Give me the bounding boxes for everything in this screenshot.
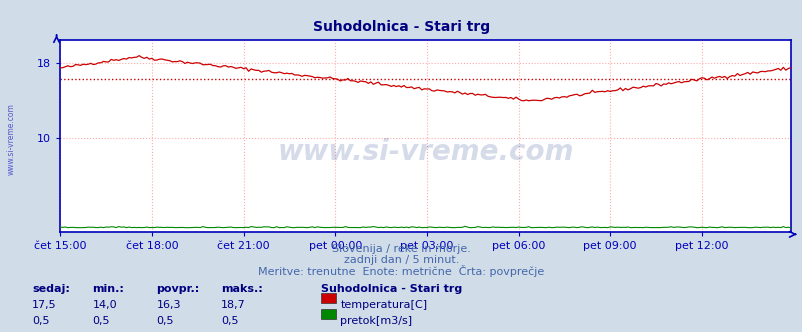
- Text: povpr.:: povpr.:: [156, 284, 200, 294]
- Text: pretok[m3/s]: pretok[m3/s]: [340, 316, 412, 326]
- Text: Suhodolnica - Stari trg: Suhodolnica - Stari trg: [313, 20, 489, 34]
- Text: www.si-vreme.com: www.si-vreme.com: [277, 137, 573, 166]
- Text: 16,3: 16,3: [156, 300, 181, 310]
- Text: www.si-vreme.com: www.si-vreme.com: [6, 104, 15, 175]
- Text: Meritve: trenutne  Enote: metrične  Črta: povprečje: Meritve: trenutne Enote: metrične Črta: …: [258, 265, 544, 277]
- Text: 14,0: 14,0: [92, 300, 117, 310]
- Text: zadnji dan / 5 minut.: zadnji dan / 5 minut.: [343, 255, 459, 265]
- Text: Suhodolnica - Stari trg: Suhodolnica - Stari trg: [321, 284, 462, 294]
- Text: 17,5: 17,5: [32, 300, 57, 310]
- Text: maks.:: maks.:: [221, 284, 262, 294]
- Text: Slovenija / reke in morje.: Slovenija / reke in morje.: [332, 244, 470, 254]
- Text: 18,7: 18,7: [221, 300, 245, 310]
- Text: 0,5: 0,5: [32, 316, 50, 326]
- Text: min.:: min.:: [92, 284, 124, 294]
- Text: sedaj:: sedaj:: [32, 284, 70, 294]
- Text: temperatura[C]: temperatura[C]: [340, 300, 427, 310]
- Text: 0,5: 0,5: [221, 316, 238, 326]
- Text: 0,5: 0,5: [156, 316, 174, 326]
- Text: 0,5: 0,5: [92, 316, 110, 326]
